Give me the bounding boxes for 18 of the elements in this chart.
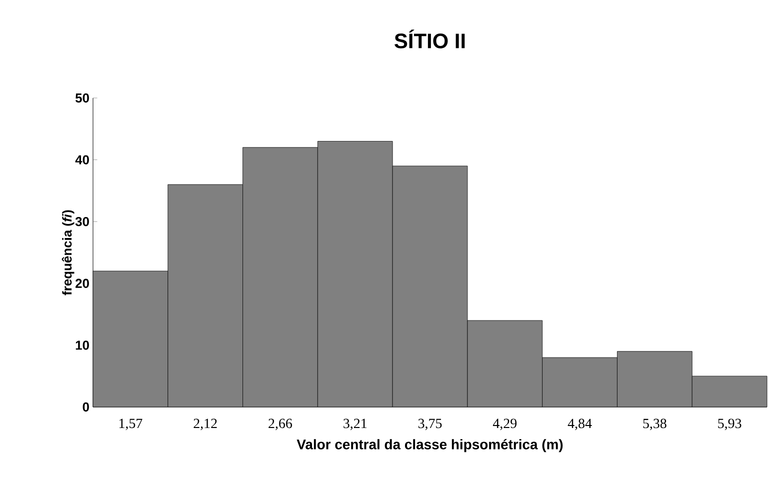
x-tick-label: 4,29 (492, 418, 517, 430)
x-tick-label: 5,93 (718, 418, 742, 430)
x-tick-label: 3,75 (418, 418, 442, 430)
x-tick-label: 4,84 (568, 418, 592, 430)
x-tick-label: 2,66 (268, 418, 292, 430)
x-axis-title: Valor central da classe hipsométrica (m) (296, 439, 563, 452)
x-tick-label: 5,38 (643, 418, 666, 430)
x-tick-label: 2,12 (194, 418, 217, 430)
y-tick-label: 0 (82, 402, 89, 412)
x-tick-label: 1,57 (119, 418, 142, 430)
y-axis-title: frequência (fi) (62, 210, 74, 296)
x-tick-label: 3,21 (344, 418, 366, 430)
y-tick-label: 30 (75, 216, 89, 226)
y-tick-label: 40 (75, 155, 89, 164)
y-tick-label: 20 (76, 278, 89, 288)
y-tick-label: 50 (75, 93, 89, 103)
chart-title: SÍTIO II (394, 30, 465, 48)
y-tick-label: 10 (76, 340, 89, 350)
